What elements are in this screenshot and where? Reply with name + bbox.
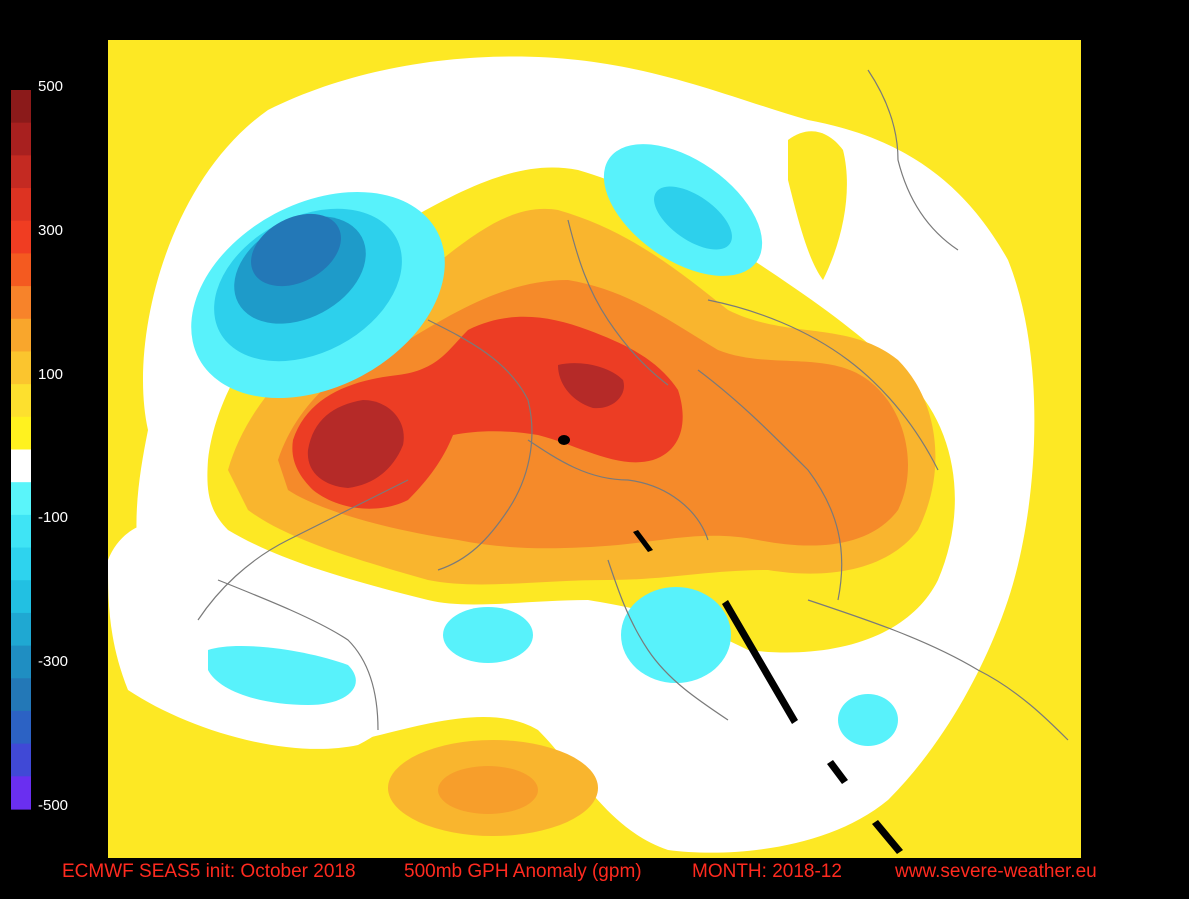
coastlines	[197, 69, 1069, 741]
legend-band	[11, 710, 31, 745]
positive-region-yellow-north	[788, 131, 847, 280]
legend-band	[11, 645, 31, 679]
legend-band	[11, 580, 31, 614]
legend-band	[11, 351, 31, 385]
legend-band	[11, 286, 31, 320]
legend-band	[11, 482, 31, 516]
footer: ECMWF SEAS5 init: October 2018 500mb GPH…	[0, 857, 1189, 887]
legend-band	[11, 547, 31, 581]
legend-tick-minus-100: -100	[38, 509, 68, 526]
positive-region-dark-red-2	[558, 363, 624, 409]
color-scale-legend: 500 300 100 -100 -300 -500	[11, 78, 68, 814]
anomaly-map	[108, 40, 1081, 858]
legend-band	[11, 122, 31, 156]
legend-band	[11, 90, 31, 124]
legend-band	[11, 449, 31, 483]
positive-region-south-inner	[438, 766, 538, 814]
legend-band	[11, 416, 31, 451]
negative-region-greenland-south	[443, 607, 533, 663]
footer-month: MONTH: 2018-12	[692, 861, 842, 882]
legend-band	[11, 318, 31, 353]
legend-band	[11, 612, 31, 647]
positive-region-dark-red	[307, 400, 404, 488]
legend-band	[11, 384, 31, 418]
negative-region-north-atlantic	[621, 587, 731, 683]
footer-variable: 500mb GPH Anomaly (gpm)	[404, 861, 642, 882]
legend-tick-300: 300	[38, 222, 63, 239]
legend-band	[11, 514, 31, 549]
negative-region-asia	[838, 694, 898, 746]
legend-band	[11, 220, 31, 255]
negative-region-atlantic-east	[208, 645, 356, 705]
legend-tick-minus-500: -500	[38, 797, 68, 814]
legend-band	[11, 253, 31, 287]
legend-band	[11, 743, 31, 777]
color-scale-bar	[11, 90, 31, 810]
legend-band	[11, 678, 31, 712]
legend-tick-100: 100	[38, 366, 63, 383]
legend-tick-500: 500	[38, 78, 63, 95]
legend-tick-minus-300: -300	[38, 653, 68, 670]
footer-model: ECMWF SEAS5 init: October 2018	[62, 861, 356, 882]
negative-region-pacific-core	[251, 213, 341, 287]
negative-region-north-europe-core	[654, 186, 732, 250]
longitude-artifacts	[558, 435, 903, 854]
legend-band	[11, 188, 31, 222]
legend-band	[11, 776, 31, 810]
footer-website[interactable]: www.severe-weather.eu	[895, 861, 1097, 882]
legend-band	[11, 155, 31, 189]
